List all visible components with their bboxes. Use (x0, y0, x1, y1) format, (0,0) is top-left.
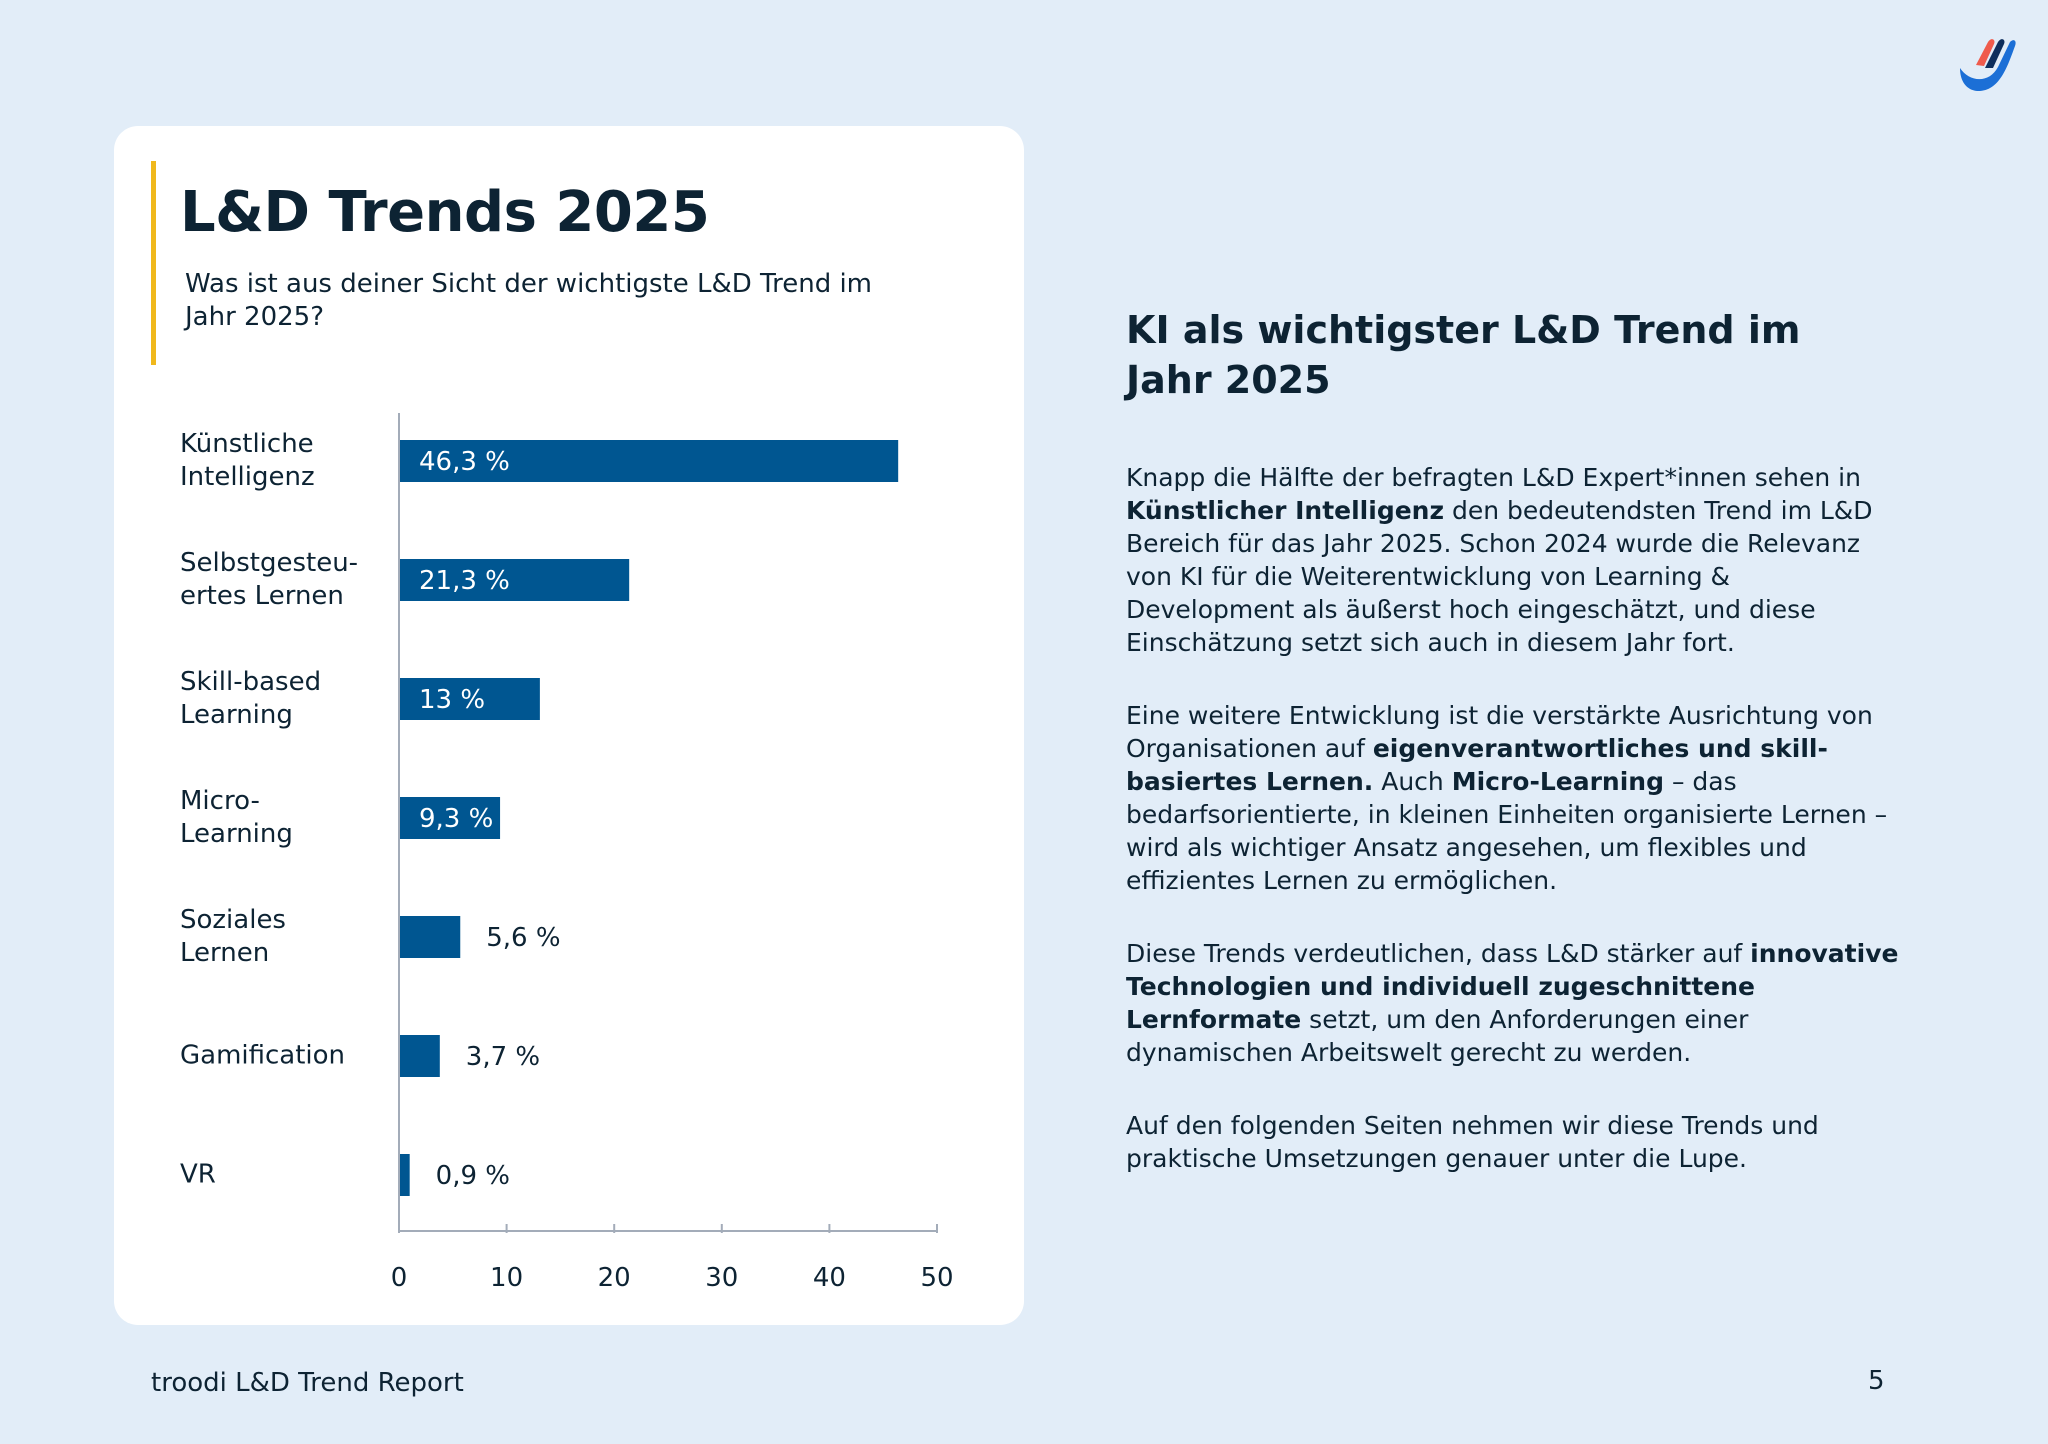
text-run: Eine weitere Entwicklung ist die verstär… (1126, 701, 1873, 763)
bar (400, 678, 540, 720)
category-label: Skill-based Learning (180, 667, 322, 730)
body-paragraph: Diese Trends verdeutlichen, dass L&D stä… (1126, 937, 1901, 1069)
bar-value-label: 13 % (419, 685, 485, 715)
category-label: Gamification (180, 1040, 346, 1071)
text-panel-body: Knapp die Hälfte der befragten L&D Exper… (1126, 461, 1901, 1215)
text-run: Auf den folgenden Seiten nehmen wir dies… (1126, 1111, 1819, 1173)
title-accent-bar (151, 161, 156, 365)
x-tick-label: 50 (920, 1263, 953, 1293)
troodi-logo-icon (1960, 39, 2016, 92)
category-label: Künstliche Intelligenz (180, 429, 315, 492)
text-run: Diese Trends verdeutlichen, dass L&D stä… (1126, 939, 1751, 968)
text-run: Auch (1373, 767, 1452, 796)
category-label: Soziales Lernen (180, 905, 286, 968)
chart-question: Was ist aus deiner Sicht der wichtigste … (185, 269, 873, 332)
bar-value-label: 3,7 % (466, 1042, 540, 1072)
bar (400, 1035, 440, 1077)
text-panel-heading: KI als wichtigster L&D Trend im Jahr 202… (1126, 308, 1801, 402)
text-run: setzt, um den Anforderungen einer dynami… (1126, 1005, 1749, 1067)
text-run: den bedeutendsten Trend im L&D Bereich f… (1126, 496, 1873, 657)
body-paragraph: Knapp die Hälfte der befragten L&D Exper… (1126, 461, 1901, 659)
bar (400, 440, 899, 482)
x-tick-label: 20 (598, 1263, 631, 1293)
bar (400, 1154, 410, 1196)
text-run: – das bedarfsorientierte, in kleinen Ein… (1126, 767, 1888, 895)
bar (400, 916, 461, 958)
x-tick-label: 10 (490, 1263, 523, 1293)
category-label: Selbstgesteu- ertes Lernen (180, 548, 359, 611)
body-paragraph: Eine weitere Entwicklung ist die verstär… (1126, 699, 1901, 897)
bar (400, 559, 630, 601)
bold-run: Künstlicher Intelligenz (1126, 496, 1445, 525)
bold-run: eigenverantwortliches und skill-basierte… (1126, 734, 1828, 796)
x-tick-label: 40 (813, 1263, 846, 1293)
bar-value-label: 46,3 % (419, 447, 510, 477)
body-paragraph: Auf den folgenden Seiten nehmen wir dies… (1126, 1109, 1901, 1175)
x-tick-label: 0 (391, 1263, 408, 1293)
category-label: VR (180, 1159, 216, 1190)
category-label: Micro- Learning (180, 786, 293, 849)
text-run: Knapp die Hälfte der befragten L&D Exper… (1126, 463, 1861, 492)
bar (400, 797, 501, 839)
bar-value-label: 9,3 % (419, 804, 493, 834)
chart-title: L&D Trends 2025 (180, 180, 710, 245)
bar-value-label: 5,6 % (486, 923, 560, 953)
x-tick-label: 30 (705, 1263, 738, 1293)
chart-card (114, 126, 1024, 1325)
report-footer-title: troodi L&D Trend Report (151, 1368, 464, 1398)
bold-run: Micro-Learning (1451, 767, 1664, 796)
bold-run: innovative Technologien und individuell … (1126, 939, 1899, 1034)
bar-value-label: 0,9 % (436, 1161, 510, 1191)
bar-value-label: 21,3 % (419, 566, 510, 596)
page-number: 5 (1868, 1366, 1885, 1396)
